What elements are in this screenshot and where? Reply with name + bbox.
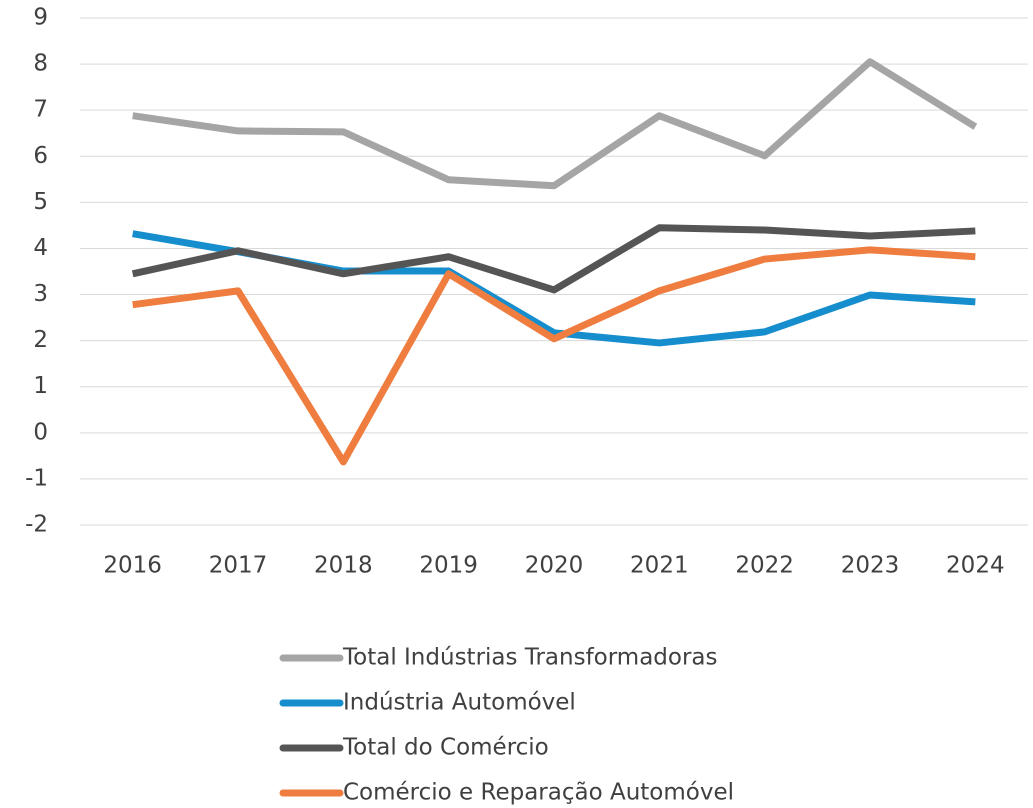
x-tick-label: 2023 [841, 553, 900, 579]
y-tick-label: 0 [33, 419, 48, 445]
x-tick-label: 2021 [630, 553, 689, 579]
series-line [132, 58, 978, 190]
y-tick-label: 8 [33, 51, 48, 77]
y-tick-label: 6 [33, 143, 48, 169]
series-line [132, 246, 976, 466]
legend-label: Comércio e Reparação Automóvel [343, 780, 734, 806]
series-line [131, 224, 976, 294]
y-tick-label: 5 [33, 189, 48, 215]
y-tick-label: 1 [33, 373, 48, 399]
legend-label: Indústria Automóvel [343, 690, 576, 716]
x-tick-label: 2017 [209, 553, 268, 579]
x-tick-label: 2018 [314, 553, 373, 579]
x-tick-label: 2020 [525, 553, 584, 579]
x-tick-label: 2024 [946, 553, 1005, 579]
legend-label: Total do Comércio [342, 735, 549, 761]
y-tick-label: 9 [33, 5, 48, 31]
x-tick-label: 2019 [419, 553, 478, 579]
x-tick-label: 2022 [735, 553, 794, 579]
y-tick-label: 2 [33, 327, 48, 353]
legend-label: Total Indústrias Transformadoras [342, 645, 718, 671]
y-tick-label: 4 [33, 235, 48, 261]
x-tick-label: 2016 [103, 553, 162, 579]
y-tick-label: -1 [25, 465, 48, 491]
y-tick-label: 3 [33, 281, 48, 307]
y-tick-label: 7 [33, 97, 48, 123]
y-tick-label: -2 [25, 512, 48, 538]
